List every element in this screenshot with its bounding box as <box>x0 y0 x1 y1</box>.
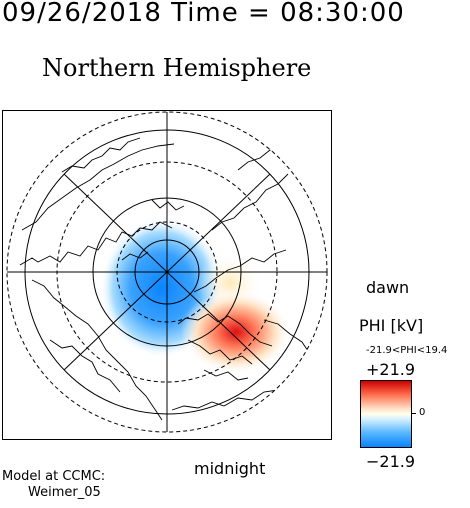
model-label: Model at CCMC: <box>2 469 106 484</box>
meridian-lines <box>7 112 327 432</box>
colorbar-zero-label: 0 <box>419 407 426 418</box>
polar-map <box>2 110 332 440</box>
hemisphere-title: Northern Hemisphere <box>42 54 312 82</box>
colorbar-min-label: −21.9 <box>366 452 416 471</box>
dawn-label: dawn <box>366 278 410 297</box>
coastlines <box>19 137 311 421</box>
model-name: Weimer_05 <box>28 485 101 500</box>
colorbar-max-label: +21.9 <box>366 360 416 379</box>
colorbar-range: -21.9<PHI<19.4 <box>366 345 448 356</box>
midnight-label: midnight <box>194 459 266 478</box>
colorbar-title: PHI [kV] <box>359 316 424 335</box>
positive-potential-cell <box>181 290 291 374</box>
colorbar <box>360 380 412 448</box>
colorbar-zero-tick <box>412 413 416 414</box>
timestamp: 09/26/2018 Time = 08:30:00 <box>2 0 405 28</box>
meridian-diagonal-nw <box>63 173 271 371</box>
